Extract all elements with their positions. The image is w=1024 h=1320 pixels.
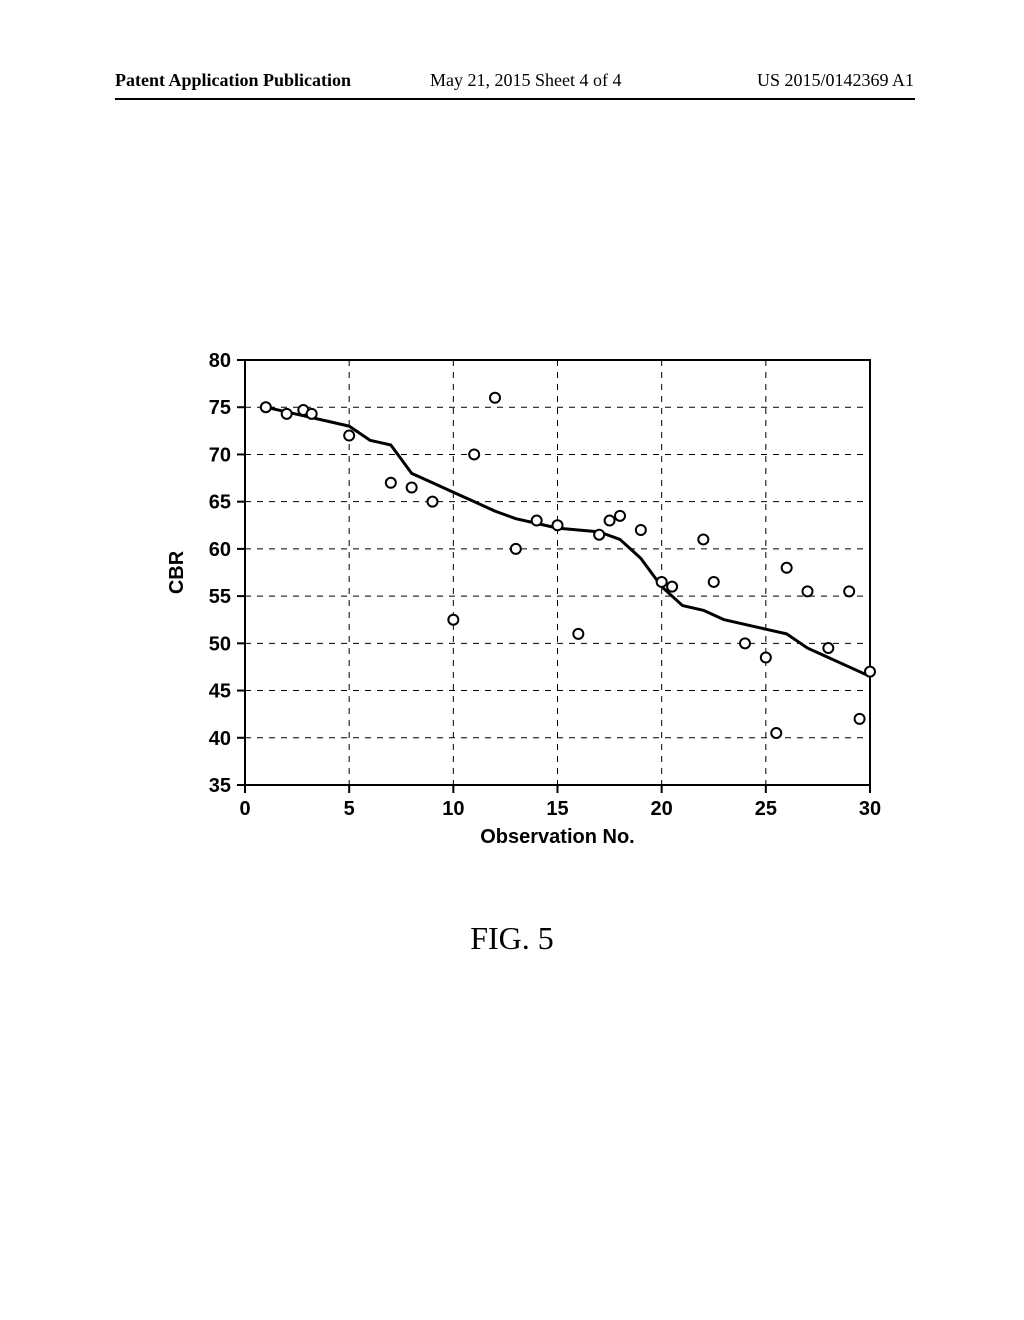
svg-text:10: 10 — [442, 798, 464, 820]
svg-text:15: 15 — [546, 798, 568, 820]
svg-text:75: 75 — [209, 397, 231, 419]
svg-text:40: 40 — [209, 728, 231, 750]
svg-text:30: 30 — [859, 798, 881, 820]
svg-text:60: 60 — [209, 539, 231, 561]
svg-text:20: 20 — [651, 798, 673, 820]
svg-text:70: 70 — [209, 444, 231, 466]
header-doc-number: US 2015/0142369 A1 — [757, 70, 914, 91]
cbr-chart: 0 5 10 15 20 25 30 35 40 45 50 55 60 65 70 75 80 Observat… — [150, 340, 890, 860]
svg-text:50: 50 — [209, 633, 231, 655]
svg-text:45: 45 — [209, 681, 231, 703]
svg-text:CBR: CBR — [166, 550, 188, 594]
svg-text:65: 65 — [209, 492, 231, 514]
chart-container: 0 5 10 15 20 25 30 35 40 45 50 55 60 65 70 75 80 Observat… — [150, 340, 890, 860]
svg-text:35: 35 — [209, 775, 231, 797]
figure-caption: FIG. 5 — [0, 920, 1024, 957]
svg-text:80: 80 — [209, 350, 231, 372]
svg-text:25: 25 — [755, 798, 777, 820]
svg-text:0: 0 — [239, 798, 250, 820]
header-publication: Patent Application Publication — [115, 70, 351, 91]
svg-text:Observation No.: Observation No. — [480, 826, 634, 848]
header-rule — [115, 98, 915, 100]
header-date-sheet: May 21, 2015 Sheet 4 of 4 — [430, 70, 621, 91]
svg-text:5: 5 — [344, 798, 355, 820]
svg-text:55: 55 — [209, 586, 231, 608]
